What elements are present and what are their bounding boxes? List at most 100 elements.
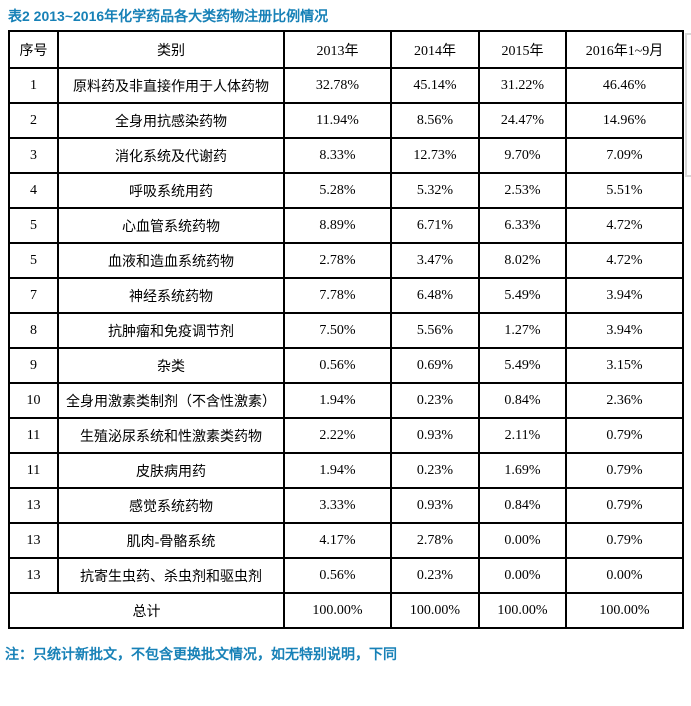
category-cell: 原料药及非直接作用于人体药物: [57, 67, 285, 104]
value-cell-2013: 2.22%: [283, 417, 392, 454]
value-cell-2014: 5.32%: [390, 172, 480, 209]
category-cell: 杂类: [57, 347, 285, 384]
table-row: 5 心血管系统药物 8.89% 6.71% 6.33% 4.72%: [8, 207, 684, 244]
category-cell: 全身用激素类制剂（不含性激素）: [57, 382, 285, 419]
table-row: 13 抗寄生虫药、杀虫剂和驱虫剂 0.56% 0.23% 0.00% 0.00%: [8, 557, 684, 594]
text-boundary-frame: [685, 33, 691, 177]
col-header-2013: 2013年: [283, 30, 392, 69]
footnote: 注：只统计新批文，不包含更换批文情况，如无特别说明，下同: [5, 646, 397, 662]
col-header-category: 类别: [57, 30, 285, 69]
col-header-index: 序号: [8, 30, 59, 69]
value-cell-2014: 12.73%: [390, 137, 480, 174]
value-cell-2013: 7.50%: [283, 312, 392, 349]
row-index-cell: 8: [8, 312, 59, 349]
category-cell: 抗寄生虫药、杀虫剂和驱虫剂: [57, 557, 285, 594]
value-cell-2016: 4.72%: [565, 207, 684, 244]
total-value-2014: 100.00%: [390, 592, 480, 629]
value-cell-2013: 0.56%: [283, 347, 392, 384]
table-row: 10 全身用激素类制剂（不含性激素） 1.94% 0.23% 0.84% 2.3…: [8, 382, 684, 419]
registration-ratio-table: 序号 类别 2013年 2014年 2015年 2016年1~9月 1 原料药及…: [8, 30, 684, 629]
value-cell-2014: 6.71%: [390, 207, 480, 244]
category-cell: 皮肤病用药: [57, 452, 285, 489]
row-index-cell: 10: [8, 382, 59, 419]
value-cell-2014: 3.47%: [390, 242, 480, 279]
value-cell-2016: 0.79%: [565, 417, 684, 454]
value-cell-2016: 14.96%: [565, 102, 684, 139]
value-cell-2014: 0.93%: [390, 417, 480, 454]
value-cell-2015: 1.27%: [478, 312, 567, 349]
value-cell-2013: 5.28%: [283, 172, 392, 209]
value-cell-2016: 5.51%: [565, 172, 684, 209]
value-cell-2013: 0.56%: [283, 557, 392, 594]
row-index-cell: 4: [8, 172, 59, 209]
table-title: 表2 2013~2016年化学药品各大类药物注册比例情况: [8, 8, 329, 24]
category-cell: 肌肉-骨骼系统: [57, 522, 285, 559]
value-cell-2015: 5.49%: [478, 347, 567, 384]
total-value-2013: 100.00%: [283, 592, 392, 629]
table-row: 3 消化系统及代谢药 8.33% 12.73% 9.70% 7.09%: [8, 137, 684, 174]
table-row: 7 神经系统药物 7.78% 6.48% 5.49% 3.94%: [8, 277, 684, 314]
total-label-cell: 总计: [8, 592, 285, 629]
value-cell-2013: 11.94%: [283, 102, 392, 139]
row-index-cell: 7: [8, 277, 59, 314]
value-cell-2015: 1.69%: [478, 452, 567, 489]
value-cell-2014: 0.69%: [390, 347, 480, 384]
total-value-2016: 100.00%: [565, 592, 684, 629]
row-index-cell: 13: [8, 557, 59, 594]
value-cell-2016: 3.94%: [565, 312, 684, 349]
table-row: 11 生殖泌尿系统和性激素类药物 2.22% 0.93% 2.11% 0.79%: [8, 417, 684, 454]
total-row: 总计 100.00% 100.00% 100.00% 100.00%: [8, 592, 684, 629]
row-index-cell: 3: [8, 137, 59, 174]
value-cell-2013: 32.78%: [283, 67, 392, 104]
value-cell-2013: 2.78%: [283, 242, 392, 279]
value-cell-2015: 31.22%: [478, 67, 567, 104]
value-cell-2016: 46.46%: [565, 67, 684, 104]
value-cell-2014: 5.56%: [390, 312, 480, 349]
value-cell-2015: 0.00%: [478, 522, 567, 559]
table-row: 5 血液和造血系统药物 2.78% 3.47% 8.02% 4.72%: [8, 242, 684, 279]
table-row: 13 肌肉-骨骼系统 4.17% 2.78% 0.00% 0.79%: [8, 522, 684, 559]
table-row: 11 皮肤病用药 1.94% 0.23% 1.69% 0.79%: [8, 452, 684, 489]
value-cell-2013: 4.17%: [283, 522, 392, 559]
table-row: 9 杂类 0.56% 0.69% 5.49% 3.15%: [8, 347, 684, 384]
value-cell-2013: 8.89%: [283, 207, 392, 244]
value-cell-2014: 0.93%: [390, 487, 480, 524]
row-index-cell: 9: [8, 347, 59, 384]
value-cell-2016: 0.00%: [565, 557, 684, 594]
value-cell-2015: 0.00%: [478, 557, 567, 594]
row-index-cell: 11: [8, 417, 59, 454]
value-cell-2014: 0.23%: [390, 452, 480, 489]
value-cell-2016: 3.15%: [565, 347, 684, 384]
value-cell-2013: 8.33%: [283, 137, 392, 174]
value-cell-2016: 7.09%: [565, 137, 684, 174]
value-cell-2014: 45.14%: [390, 67, 480, 104]
value-cell-2013: 3.33%: [283, 487, 392, 524]
category-cell: 神经系统药物: [57, 277, 285, 314]
value-cell-2016: 4.72%: [565, 242, 684, 279]
value-cell-2015: 9.70%: [478, 137, 567, 174]
category-cell: 生殖泌尿系统和性激素类药物: [57, 417, 285, 454]
row-index-cell: 2: [8, 102, 59, 139]
table-body: 1 原料药及非直接作用于人体药物 32.78% 45.14% 31.22% 46…: [8, 67, 684, 594]
total-value-2015: 100.00%: [478, 592, 567, 629]
table-row: 8 抗肿瘤和免疫调节剂 7.50% 5.56% 1.27% 3.94%: [8, 312, 684, 349]
category-cell: 心血管系统药物: [57, 207, 285, 244]
value-cell-2014: 0.23%: [390, 382, 480, 419]
value-cell-2015: 2.11%: [478, 417, 567, 454]
value-cell-2015: 6.33%: [478, 207, 567, 244]
row-index-cell: 5: [8, 242, 59, 279]
value-cell-2014: 2.78%: [390, 522, 480, 559]
value-cell-2014: 6.48%: [390, 277, 480, 314]
value-cell-2013: 7.78%: [283, 277, 392, 314]
value-cell-2015: 2.53%: [478, 172, 567, 209]
value-cell-2015: 0.84%: [478, 487, 567, 524]
value-cell-2013: 1.94%: [283, 382, 392, 419]
value-cell-2016: 0.79%: [565, 452, 684, 489]
row-index-cell: 13: [8, 487, 59, 524]
value-cell-2015: 8.02%: [478, 242, 567, 279]
row-index-cell: 11: [8, 452, 59, 489]
table-row: 13 感觉系统药物 3.33% 0.93% 0.84% 0.79%: [8, 487, 684, 524]
category-cell: 抗肿瘤和免疫调节剂: [57, 312, 285, 349]
col-header-2016: 2016年1~9月: [565, 30, 684, 69]
col-header-2015: 2015年: [478, 30, 567, 69]
